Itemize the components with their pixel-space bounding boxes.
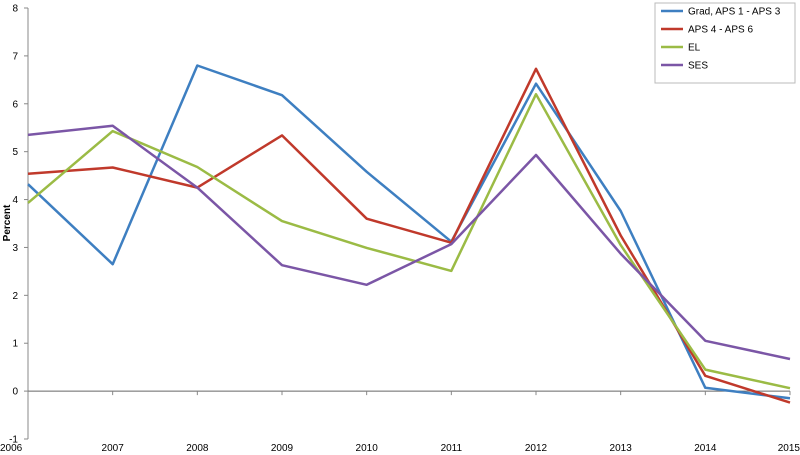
y-tick-label: 6 <box>12 99 18 110</box>
y-tick-label: 5 <box>12 147 18 158</box>
x-tick-label: 2007 <box>102 443 125 454</box>
series-line-0 <box>27 64 791 400</box>
series-line-2 <box>27 92 791 390</box>
y-tick-label: 2 <box>12 291 18 302</box>
y-tick-labels: -1 0 1 2 3 4 5 6 7 8 <box>9 4 28 446</box>
series-lines <box>27 64 791 404</box>
x-tick-label: 2012 <box>525 443 548 454</box>
y-tick-label: 7 <box>12 51 18 62</box>
y-tick-label: 8 <box>12 4 18 15</box>
y-axis-label: Percent <box>2 204 13 241</box>
y-tick-label: 0 <box>12 387 18 398</box>
x-tick-labels: 2006 2007 2008 2009 2010 2011 2012 2013 2014 2015 <box>0 391 800 454</box>
legend-label: Grad, APS 1 - APS 3 <box>688 7 781 18</box>
x-tick-label: 2011 <box>441 443 463 454</box>
y-tick-label: 1 <box>12 339 18 350</box>
series-line-3 <box>27 124 791 361</box>
axes <box>27 8 790 439</box>
y-tick-label: -1 <box>9 435 18 446</box>
legend-label: SES <box>688 61 708 72</box>
x-tick-label: 2009 <box>271 443 294 454</box>
x-tick-label: 2014 <box>694 443 717 454</box>
series-line-1 <box>27 67 791 404</box>
legend: Grad, APS 1 - APS 3 APS 4 - APS 6 EL SES <box>654 2 796 84</box>
legend-label: APS 4 - APS 6 <box>688 25 753 36</box>
y-tick-label: 3 <box>12 243 18 254</box>
y-tick-label: 4 <box>12 195 18 206</box>
x-tick-label: 2010 <box>356 443 379 454</box>
legend-label: EL <box>688 43 701 54</box>
x-tick-label: 2008 <box>186 443 209 454</box>
x-tick-label: 2006 <box>0 443 23 454</box>
legend-box <box>654 2 796 84</box>
x-tick-label: 2013 <box>610 443 633 454</box>
x-tick-label: 2015 <box>778 443 800 454</box>
